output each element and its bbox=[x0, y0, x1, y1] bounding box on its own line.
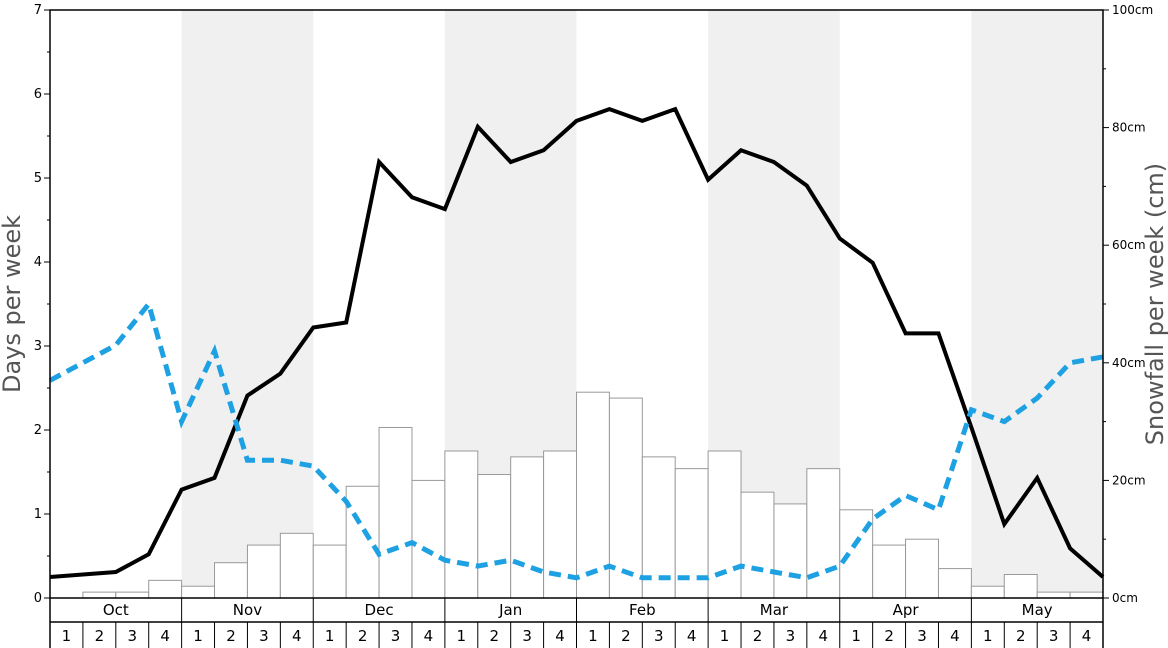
week-label: 3 bbox=[522, 627, 532, 645]
series-lines bbox=[48, 106, 1105, 581]
snowfall-bar bbox=[181, 585, 216, 599]
snowfall-bar bbox=[82, 591, 117, 599]
left-tick-label: 0 bbox=[34, 591, 42, 606]
left-tick-label: 1 bbox=[34, 507, 42, 522]
week-label: 3 bbox=[127, 627, 137, 645]
solid-series-line bbox=[49, 106, 1105, 579]
snowfall-bar bbox=[707, 450, 742, 599]
snowfall-bar bbox=[246, 544, 281, 599]
month-label-may: May bbox=[1022, 601, 1053, 619]
month-label-jan: Jan bbox=[498, 601, 522, 619]
left-tick-label: 2 bbox=[34, 423, 42, 438]
snowfall-bar bbox=[378, 426, 413, 599]
shade-band-nov bbox=[181, 10, 314, 598]
right-axis-title: Snowfall per week (cm) bbox=[1141, 163, 1168, 445]
snowfall-bar bbox=[905, 538, 939, 599]
snowfall-bar bbox=[773, 503, 808, 599]
month-label-dec: Dec bbox=[365, 601, 394, 619]
right-tick-label: 80cm bbox=[1112, 121, 1146, 135]
week-label: 4 bbox=[160, 627, 170, 645]
left-tick-label: 6 bbox=[34, 87, 42, 102]
month-label-apr: Apr bbox=[893, 601, 920, 619]
snowfall-bar bbox=[312, 544, 347, 599]
right-tick-label: 0cm bbox=[1112, 591, 1138, 605]
week-label: 3 bbox=[654, 627, 664, 645]
week-label: 2 bbox=[884, 627, 894, 645]
snowfall-bar bbox=[1069, 591, 1104, 599]
week-label: 1 bbox=[851, 627, 861, 645]
week-label: 2 bbox=[753, 627, 763, 645]
right-axis: 0cm 20cm 40cm 60cm 80cm 100cm bbox=[1103, 3, 1153, 605]
left-tick-label: 3 bbox=[34, 339, 42, 354]
snowfall-bar bbox=[115, 591, 150, 599]
week-label: 4 bbox=[424, 627, 434, 645]
week-label: 1 bbox=[588, 627, 598, 645]
week-label: 3 bbox=[391, 627, 401, 645]
snowfall-bar bbox=[510, 456, 545, 599]
week-label: 2 bbox=[358, 627, 368, 645]
week-label: 1 bbox=[193, 627, 203, 645]
week-label: 2 bbox=[226, 627, 236, 645]
week-label: 3 bbox=[1049, 627, 1059, 645]
right-tick-label: 60cm bbox=[1112, 238, 1146, 252]
snowfall-bar bbox=[937, 568, 972, 599]
month-axis: Oct Nov Dec Jan Feb Mar Apr May bbox=[49, 598, 1104, 622]
left-tick-label: 4 bbox=[34, 255, 42, 270]
snowfall-bar bbox=[148, 579, 183, 599]
week-label: 1 bbox=[720, 627, 730, 645]
week-label: 1 bbox=[325, 627, 335, 645]
snowfall-bar bbox=[576, 391, 610, 599]
snowfall-bar bbox=[970, 585, 1005, 599]
week-label: 4 bbox=[819, 627, 829, 645]
snowfall-bar bbox=[444, 450, 479, 599]
week-label: 3 bbox=[259, 627, 269, 645]
snowfall-bar bbox=[641, 456, 676, 599]
shade-band-may bbox=[971, 10, 1103, 598]
month-label-nov: Nov bbox=[233, 601, 262, 619]
snowfall-bar bbox=[740, 491, 775, 599]
month-shading bbox=[181, 10, 1103, 598]
snowfall-bar bbox=[345, 485, 380, 599]
week-axis: 1 2 3 4 1 2 3 4 1 2 3 4 1 2 3 4 1 2 3 4 1 2 3 4 1 2 3 4 1 2 3 4 bbox=[49, 621, 1104, 648]
week-label: 1 bbox=[62, 627, 72, 645]
right-tick-label: 100cm bbox=[1112, 3, 1153, 17]
month-label-feb: Feb bbox=[629, 601, 656, 619]
dashed-series-line bbox=[48, 298, 1104, 581]
week-label: 4 bbox=[687, 627, 697, 645]
week-label: 2 bbox=[95, 627, 105, 645]
snowfall-bar bbox=[608, 397, 643, 599]
left-tick-label: 5 bbox=[34, 171, 42, 186]
snowfall-bar bbox=[872, 544, 907, 599]
week-label: 4 bbox=[292, 627, 302, 645]
week-label: 3 bbox=[786, 627, 796, 645]
snowfall-bar bbox=[1036, 591, 1071, 599]
snowfall-bar bbox=[411, 479, 446, 599]
snowfall-bar bbox=[214, 562, 248, 599]
snowfall-bar bbox=[279, 532, 314, 599]
snowfall-bar bbox=[477, 474, 512, 599]
week-label: 3 bbox=[917, 627, 927, 645]
right-tick-label: 20cm bbox=[1112, 473, 1146, 487]
month-label-mar: Mar bbox=[760, 601, 789, 619]
week-label: 2 bbox=[489, 627, 499, 645]
week-label: 1 bbox=[457, 627, 467, 645]
week-label: 2 bbox=[1016, 627, 1026, 645]
week-label: 1 bbox=[983, 627, 993, 645]
right-tick-label: 40cm bbox=[1112, 356, 1146, 370]
week-label: 2 bbox=[621, 627, 631, 645]
week-label: 4 bbox=[1082, 627, 1092, 645]
left-axis: 0 1 2 3 4 5 6 7 bbox=[34, 3, 50, 606]
month-label-oct: Oct bbox=[103, 601, 129, 619]
snowfall-bar bbox=[1003, 573, 1038, 599]
week-label: 4 bbox=[555, 627, 565, 645]
left-tick-label: 7 bbox=[34, 3, 42, 18]
left-axis-title: Days per week bbox=[0, 215, 26, 393]
week-label: 4 bbox=[950, 627, 960, 645]
